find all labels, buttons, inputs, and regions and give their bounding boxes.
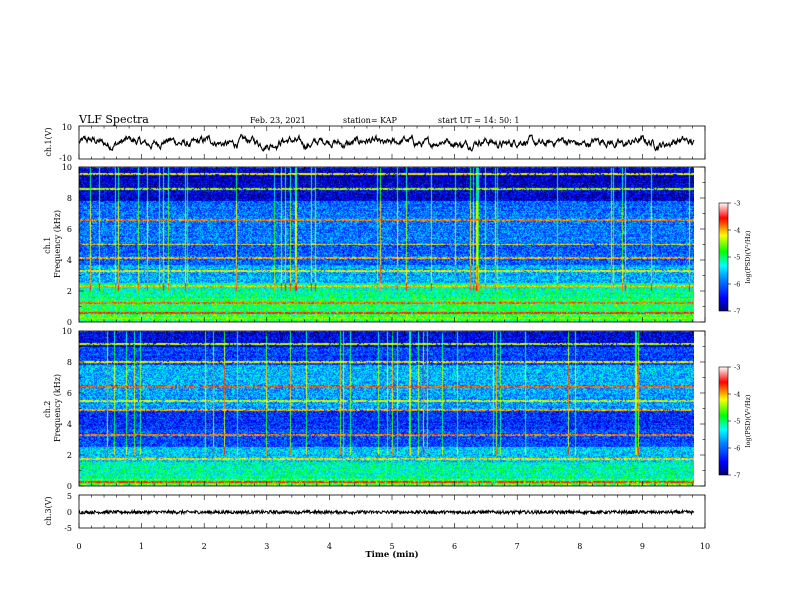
colorbar-tick-label: -4 bbox=[734, 391, 740, 399]
date-label: Feb. 23, 2021 bbox=[250, 116, 306, 125]
panel-ch3-waveform: 5 0 -5 ch.3(V) bbox=[44, 492, 706, 533]
ch1-ytick-top: 10 bbox=[62, 123, 72, 132]
x-tick-label: 9 bbox=[640, 542, 645, 551]
colorbar-tick-label: -5 bbox=[734, 418, 740, 426]
station-label: station= KAP bbox=[343, 116, 398, 125]
y-tick-label: 6 bbox=[67, 389, 72, 398]
ch2-colorbar-label: log(PSD)(V²/Hz) bbox=[744, 394, 752, 447]
x-tick-label: 6 bbox=[452, 542, 457, 551]
ch2-spectrogram-ytick-labels: 0 2 4 6 8 10 bbox=[62, 327, 72, 491]
y-tick-label: 0 bbox=[67, 318, 72, 327]
ch1-spectrogram-image bbox=[79, 167, 694, 322]
ch1-ylabel: ch.1(V) bbox=[44, 127, 53, 156]
ch3-waveform-line bbox=[78, 508, 695, 516]
y-tick-label: 8 bbox=[67, 358, 72, 367]
x-tick-label: 0 bbox=[76, 542, 81, 551]
colorbar-tick-label: -4 bbox=[734, 227, 740, 235]
ch1-ytick-bottom: -10 bbox=[59, 154, 72, 163]
ch2-spectrogram-image bbox=[79, 331, 694, 486]
panel-ch1-waveform: 10 -10 ch.1(V) bbox=[44, 123, 706, 163]
time-axis-tick-labels: 0 1 2 3 4 5 6 7 8 9 10 bbox=[76, 542, 710, 551]
ch1-waveform-line bbox=[78, 133, 695, 152]
y-tick-label: 6 bbox=[67, 225, 72, 234]
ch3-ytick-top: 5 bbox=[67, 492, 72, 501]
colorbar-tick-label: -6 bbox=[734, 281, 740, 289]
y-tick-label: 8 bbox=[67, 194, 72, 203]
ch2-colorbar-ticks: -3 -4 -5 -6 -7 bbox=[728, 364, 740, 480]
x-tick-label: 5 bbox=[389, 542, 394, 551]
x-tick-label: 1 bbox=[139, 542, 144, 551]
ch1-colorbar bbox=[718, 202, 729, 312]
x-tick-label: 8 bbox=[577, 542, 582, 551]
ch2-colorbar bbox=[718, 366, 729, 476]
colorbar-tick-label: -3 bbox=[734, 200, 740, 208]
ch1-colorbar-label: log(PSD)(V²/Hz) bbox=[744, 230, 752, 283]
ch3-ytick-bottom: -5 bbox=[64, 524, 72, 533]
x-tick-label: 4 bbox=[327, 542, 332, 551]
colorbar-tick-label: -7 bbox=[734, 308, 740, 316]
x-tick-label: 2 bbox=[202, 542, 207, 551]
x-tick-label: 10 bbox=[700, 542, 710, 551]
ch2-spectrogram-ylabel: ch.2 Frequency (kHz) bbox=[43, 374, 62, 442]
y-tick-label: 2 bbox=[67, 287, 72, 296]
colorbar-tick-label: -6 bbox=[734, 445, 740, 453]
y-tick-label: 10 bbox=[62, 163, 72, 172]
ch1-colorbar-ticks: -3 -4 -5 -6 -7 bbox=[728, 200, 740, 316]
y-tick-label: 0 bbox=[67, 482, 72, 491]
ch1-spectrogram-ytick-labels: 0 2 4 6 8 10 bbox=[62, 163, 72, 327]
figure-title: VLF Spectra bbox=[78, 113, 149, 126]
time-axis-label: Time (min) bbox=[365, 549, 418, 560]
ch2-spectrogram-ticks bbox=[78, 330, 706, 487]
ch1-spectrogram-ylabel: ch.1 Frequency (kHz) bbox=[43, 210, 62, 278]
ch1-waveform-ticks bbox=[78, 126, 706, 159]
ch1-spectrogram-ticks bbox=[78, 166, 706, 323]
ch3-ytick-mid: 0 bbox=[67, 508, 72, 517]
y-tick-label: 10 bbox=[62, 327, 72, 336]
ch3-ylabel: ch.3(V) bbox=[44, 496, 53, 525]
x-tick-label: 3 bbox=[264, 542, 269, 551]
ch3-waveform-ticks bbox=[78, 495, 706, 528]
start-time-label: start UT = 14: 50: 1 bbox=[438, 116, 519, 125]
y-tick-label: 4 bbox=[67, 420, 72, 429]
colorbar-tick-label: -7 bbox=[734, 472, 740, 480]
colorbar-tick-label: -5 bbox=[734, 254, 740, 262]
x-tick-label: 7 bbox=[515, 542, 520, 551]
y-tick-label: 2 bbox=[67, 451, 72, 460]
colorbar-tick-label: -3 bbox=[734, 364, 740, 372]
y-tick-label: 4 bbox=[67, 256, 72, 265]
